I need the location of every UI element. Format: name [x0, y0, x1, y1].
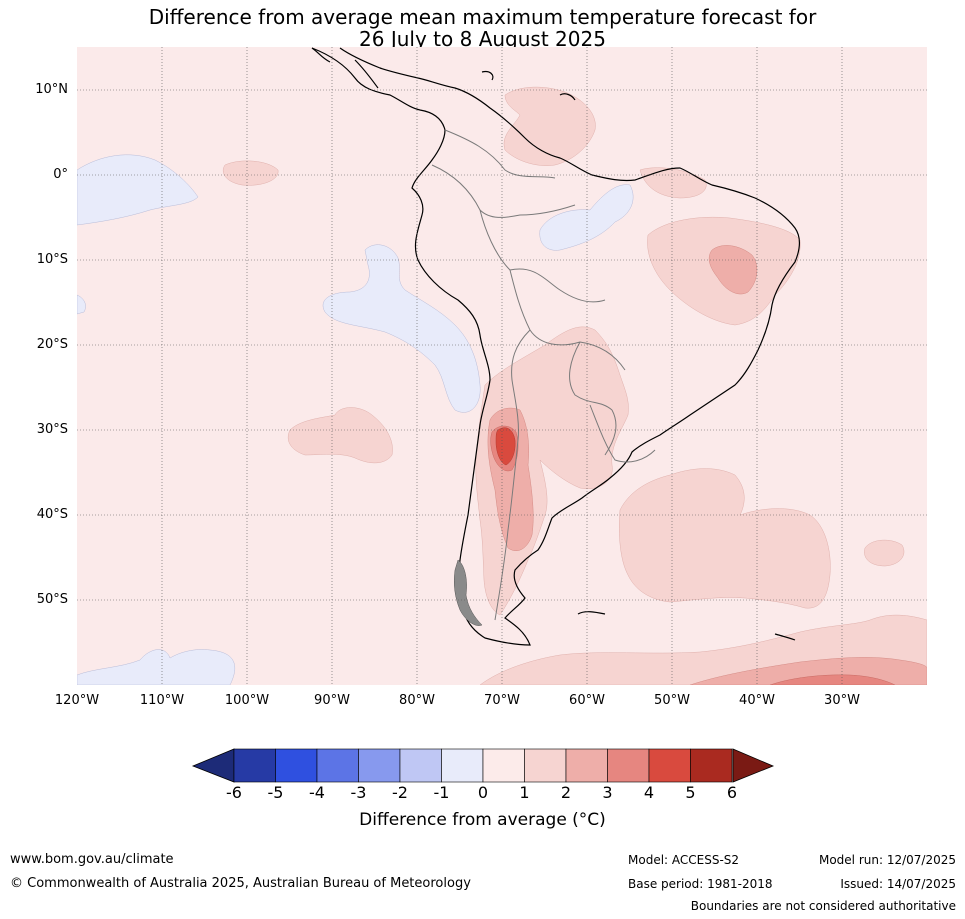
anomaly-hot-southern-band	[769, 674, 896, 685]
colorbar	[191, 748, 775, 783]
colorbar-cell	[648, 748, 691, 783]
lat-label-10s: 10°S	[36, 252, 68, 267]
lat-label-10n: 10°N	[35, 82, 68, 97]
colorbar-tick: 0	[477, 783, 489, 802]
country-borders	[431, 129, 656, 621]
lat-label-40s: 40°S	[36, 507, 68, 522]
base-period-text: Base period: 1981-2018	[628, 877, 773, 891]
anomaly-warmer-brazil-east	[708, 245, 758, 295]
lon-label-120w: 120°W	[54, 693, 100, 708]
colorbar-cell	[482, 748, 525, 783]
colorbar-cell	[358, 748, 401, 783]
map-title-line2: 26 July to 8 August 2025	[359, 27, 606, 51]
lon-label-100w: 100°W	[224, 693, 270, 708]
anomaly-cool-amazon	[539, 184, 634, 251]
south-america-coastline	[311, 47, 801, 646]
disclaimer-text: Boundaries are not considered authoritat…	[690, 899, 956, 913]
anomaly-warm-pacific-south	[287, 407, 393, 464]
anomaly-cool-west-edge	[77, 294, 86, 315]
colorbar-tick: 4	[643, 783, 655, 802]
anomaly-cool-pacific-south	[322, 244, 481, 413]
colorbar-tick: 6	[726, 783, 738, 802]
website-link[interactable]: www.bom.gov.au/climate	[10, 852, 174, 867]
colorbar-cell	[524, 748, 567, 783]
colorbar-label: Difference from average (°C)	[359, 810, 606, 830]
lat-label-30s: 30°S	[36, 422, 68, 437]
issued-text: Issued: 14/07/2025	[840, 877, 956, 891]
colorbar-tick: -1	[433, 783, 450, 802]
colorbar-tick: -6	[226, 783, 242, 802]
colorbar-over-arrow	[732, 748, 775, 783]
forecast-map	[77, 47, 927, 685]
colorbar-tick: 1	[519, 783, 530, 802]
colorbar-cell	[233, 748, 276, 783]
anomaly-warm-venezuela	[503, 86, 596, 166]
colorbar-tick: -2	[392, 783, 408, 802]
falkland-islands	[577, 611, 606, 615]
anomaly-cool-southwest	[77, 649, 235, 685]
anomaly-cool-pacific-equatorial	[77, 154, 199, 226]
anomaly-warm-pacific-blob	[222, 160, 279, 186]
chile-fjords	[453, 559, 483, 626]
lat-label-0: 0°	[53, 167, 68, 182]
anomaly-warm-far-east	[864, 539, 905, 567]
colorbar-cell	[690, 748, 733, 783]
lat-label-20s: 20°S	[36, 337, 68, 352]
central-america-coastline	[311, 47, 576, 101]
lon-label-60w: 60°W	[569, 693, 605, 708]
colorbar-tick: 2	[560, 783, 572, 802]
colorbar-cell	[275, 748, 318, 783]
anomaly-hottest-andes	[495, 427, 516, 466]
colorbar-under-arrow	[191, 748, 235, 783]
colorbar-cell	[399, 748, 442, 783]
colorbar-tick: 3	[602, 783, 613, 802]
colorbar-tick: -5	[267, 783, 284, 802]
colorbar-tick: -3	[350, 783, 367, 802]
south-georgia	[774, 633, 796, 641]
colorbar-tick: -4	[309, 783, 325, 802]
colorbar-cell	[316, 748, 359, 783]
lon-label-50w: 50°W	[654, 693, 690, 708]
lon-label-70w: 70°W	[484, 693, 520, 708]
colorbar-cell	[441, 748, 484, 783]
lon-label-40w: 40°W	[739, 693, 775, 708]
colorbar-tick: 5	[685, 783, 696, 802]
lon-label-90w: 90°W	[314, 693, 350, 708]
lat-label-50s: 50°S	[36, 592, 68, 607]
map-title-line1: Difference from average mean maximum tem…	[148, 5, 817, 29]
lon-label-30w: 30°W	[824, 693, 860, 708]
colorbar-cell	[565, 748, 608, 783]
model-text: Model: ACCESS-S2	[628, 853, 740, 867]
colorbar-cell	[607, 748, 650, 783]
model-run-text: Model run: 12/07/2025	[818, 853, 956, 867]
lon-label-80w: 80°W	[399, 693, 435, 708]
copyright-text: © Commonwealth of Australia 2025, Austra…	[10, 876, 471, 891]
lon-label-110w: 110°W	[139, 693, 185, 708]
graticule	[77, 47, 927, 685]
